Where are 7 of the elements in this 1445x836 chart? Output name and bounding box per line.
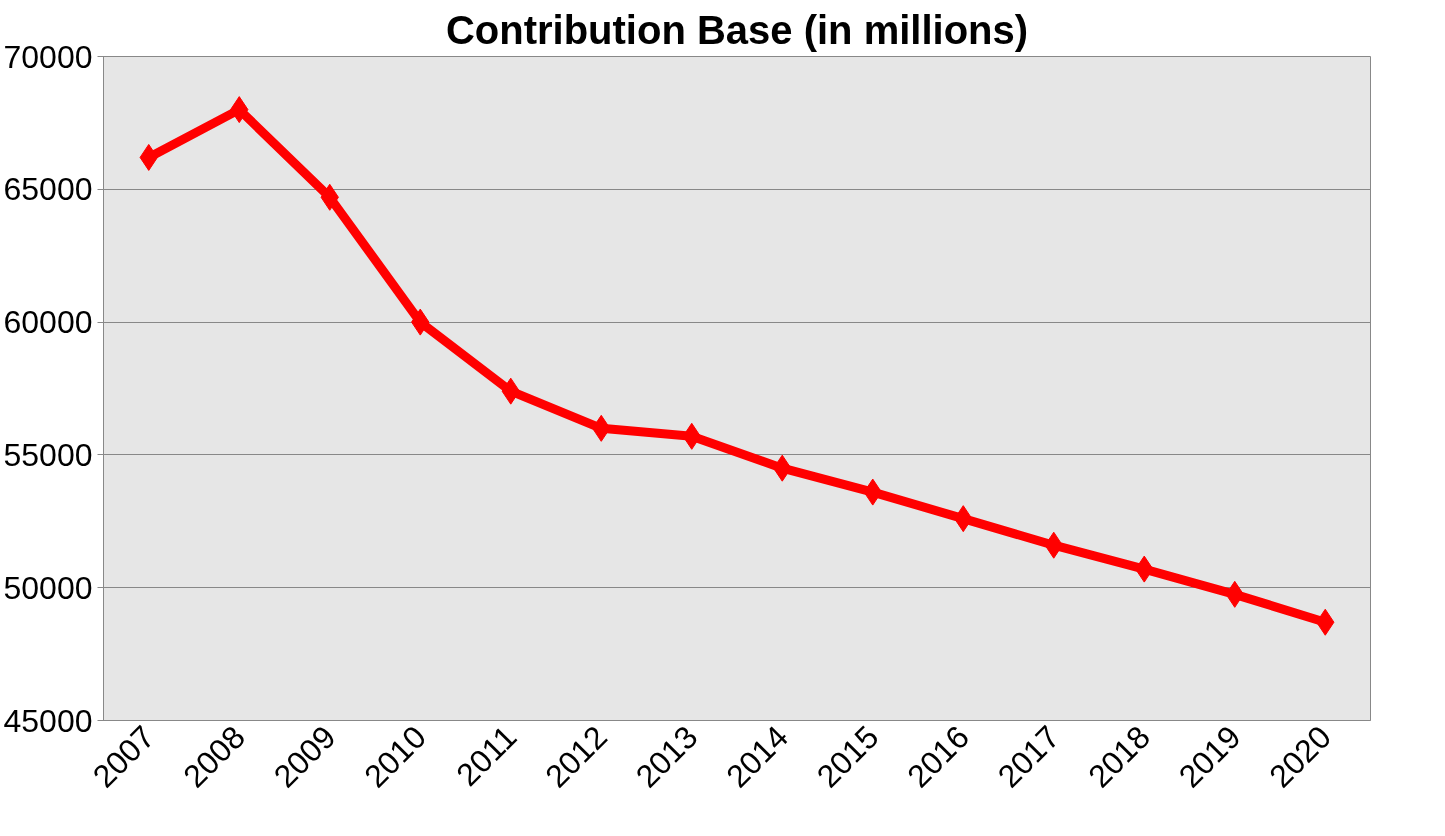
y-tick-label: 65000	[3, 171, 93, 208]
y-tick-label: 55000	[3, 436, 93, 473]
y-tick-label: 60000	[3, 304, 93, 341]
y-tick-label: 45000	[3, 702, 93, 739]
y-tick-label: 50000	[3, 569, 93, 606]
y-tick-label: 70000	[3, 38, 93, 75]
chart-title: Contribution Base (in millions)	[445, 7, 1029, 52]
